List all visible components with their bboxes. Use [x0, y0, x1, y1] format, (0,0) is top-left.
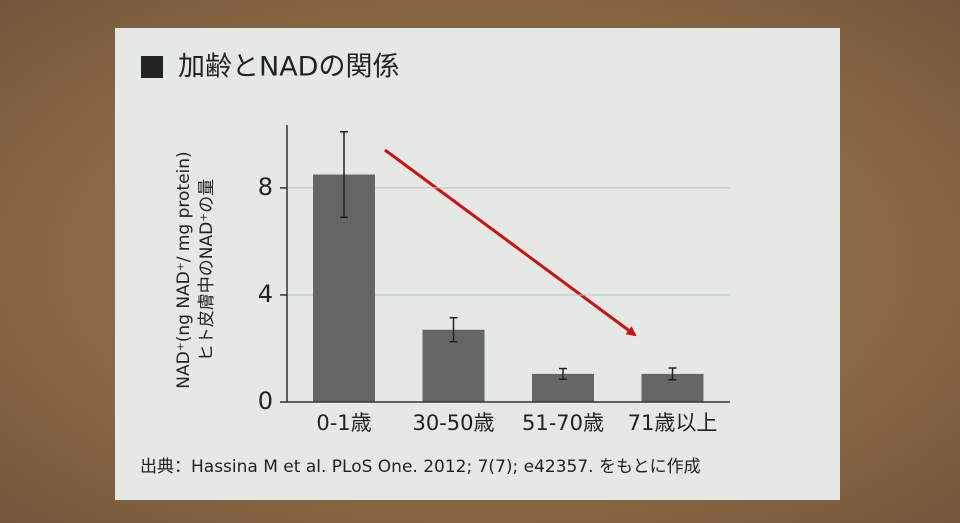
panel: [115, 28, 840, 500]
x-tick-label: 71歳以上: [628, 411, 718, 435]
x-tick-label: 51-70歳: [522, 411, 604, 435]
trend-arrow: [384, 148, 637, 337]
y-tick-label: 4: [258, 280, 273, 308]
source-note: 出典：Hassina M et al. PLoS One. 2012; 7(7)…: [140, 457, 701, 477]
title-marker: [141, 56, 163, 78]
y-axis-label: ヒト皮膚中のNAD⁺の量: [197, 179, 217, 361]
y-tick-label: 0: [258, 387, 273, 415]
x-tick-label: 30-50歳: [412, 411, 494, 435]
y-tick-label: 8: [258, 173, 273, 201]
x-tick-label: 0-1歳: [316, 411, 371, 435]
chart-title: 加齢とNADの関係: [178, 52, 399, 83]
y-axis-label: NAD⁺(ng NAD⁺/ mg protein): [174, 151, 194, 388]
